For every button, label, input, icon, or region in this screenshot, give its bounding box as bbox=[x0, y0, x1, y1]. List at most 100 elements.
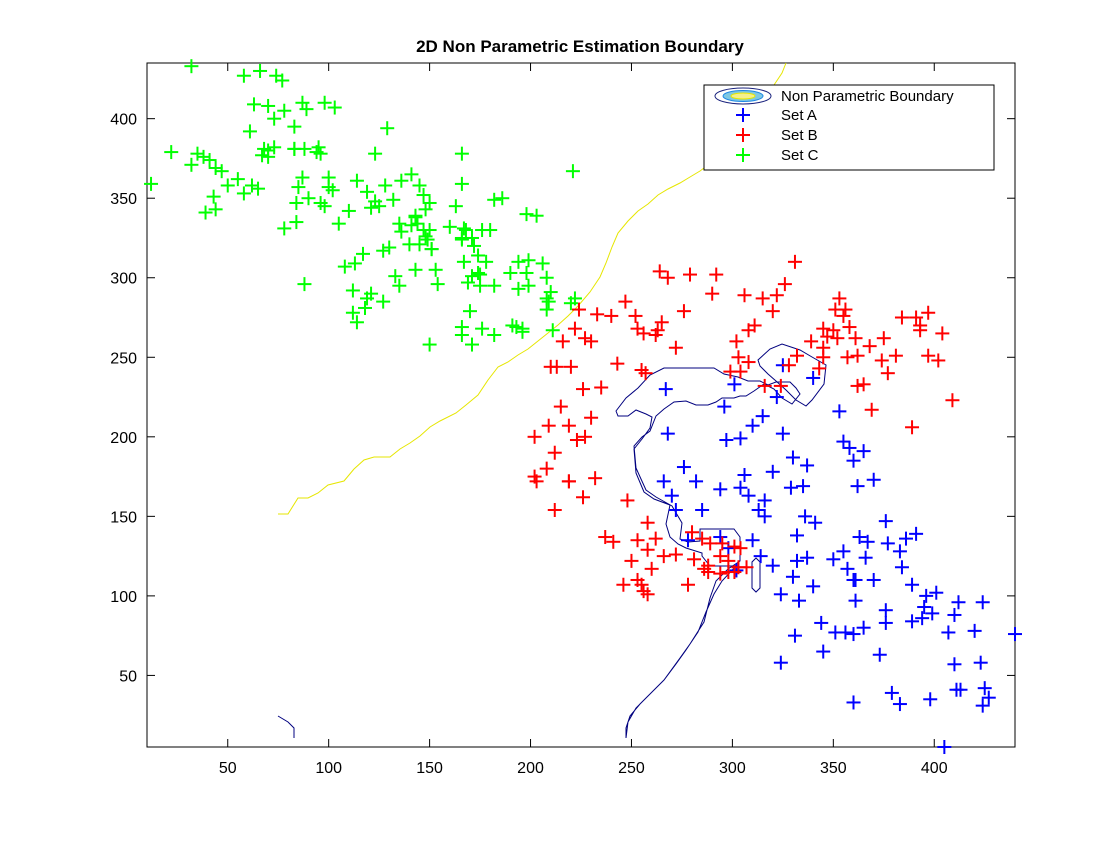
data-point bbox=[836, 434, 851, 449]
data-point bbox=[826, 552, 841, 567]
data-point bbox=[576, 382, 591, 397]
data-point bbox=[935, 326, 950, 341]
data-point bbox=[919, 588, 934, 603]
plus-marker-icon bbox=[736, 148, 750, 162]
data-point bbox=[456, 254, 471, 269]
legend-entry-boundary: Non Parametric Boundary bbox=[714, 87, 954, 105]
data-point bbox=[729, 563, 744, 578]
data-point bbox=[576, 490, 591, 505]
y-tick-label: 350 bbox=[110, 191, 137, 208]
data-point bbox=[368, 146, 383, 161]
data-point bbox=[295, 170, 310, 185]
data-point bbox=[931, 353, 946, 368]
data-point bbox=[785, 569, 800, 584]
data-point bbox=[862, 339, 877, 354]
data-point bbox=[717, 399, 732, 414]
data-point bbox=[416, 223, 431, 238]
y-tick-label: 200 bbox=[110, 430, 137, 447]
data-point bbox=[737, 288, 752, 303]
data-point bbox=[416, 188, 431, 203]
data-point bbox=[454, 320, 469, 335]
data-point bbox=[424, 242, 439, 257]
data-point bbox=[527, 429, 542, 444]
data-point bbox=[571, 302, 586, 317]
data-point bbox=[787, 254, 802, 269]
data-point bbox=[953, 682, 968, 697]
data-point bbox=[981, 690, 996, 705]
data-point bbox=[394, 224, 409, 239]
data-point bbox=[892, 697, 907, 712]
x-axis: 50 100 150 200 250 300 350 400 bbox=[219, 63, 948, 777]
data-point bbox=[487, 328, 502, 343]
data-point bbox=[816, 644, 831, 659]
data-point bbox=[765, 304, 780, 319]
chart-title: 2D Non Parametric Estimation Boundary bbox=[416, 37, 744, 56]
data-point bbox=[184, 157, 199, 172]
data-point bbox=[775, 426, 790, 441]
data-point bbox=[539, 270, 554, 285]
data-point bbox=[705, 286, 720, 301]
data-point bbox=[360, 184, 375, 199]
data-point bbox=[660, 270, 675, 285]
data-point bbox=[567, 291, 582, 306]
data-point bbox=[917, 600, 932, 615]
data-point bbox=[652, 264, 667, 279]
data-point bbox=[420, 232, 435, 247]
data-point bbox=[584, 410, 599, 425]
data-point bbox=[923, 692, 938, 707]
y-axis: 50 100 150 200 250 300 350 400 bbox=[110, 112, 1015, 685]
data-point bbox=[709, 267, 724, 282]
data-point bbox=[654, 315, 669, 330]
x-tick-label: 100 bbox=[315, 760, 342, 777]
data-point bbox=[723, 364, 738, 379]
data-point bbox=[539, 302, 554, 317]
data-point bbox=[349, 315, 364, 330]
data-point bbox=[796, 479, 811, 494]
data-point bbox=[495, 191, 510, 206]
data-point bbox=[848, 593, 863, 608]
data-point bbox=[828, 625, 843, 640]
data-point bbox=[190, 146, 205, 161]
data-point bbox=[487, 192, 502, 207]
data-point bbox=[640, 587, 655, 602]
data-point bbox=[808, 515, 823, 530]
data-point bbox=[866, 572, 881, 587]
plus-marker-icon bbox=[736, 108, 750, 122]
data-point bbox=[196, 149, 211, 164]
data-point bbox=[620, 493, 635, 508]
data-point bbox=[376, 294, 391, 309]
data-point bbox=[858, 550, 873, 565]
data-point bbox=[783, 480, 798, 495]
data-point bbox=[565, 164, 580, 179]
axes-frame bbox=[146, 62, 1016, 748]
data-point bbox=[894, 310, 909, 325]
data-point bbox=[864, 402, 879, 417]
data-point bbox=[836, 544, 851, 559]
data-point bbox=[541, 294, 556, 309]
data-point bbox=[880, 536, 895, 551]
data-point bbox=[184, 59, 199, 74]
data-point bbox=[820, 329, 835, 344]
data-point bbox=[697, 561, 712, 576]
data-point bbox=[941, 625, 956, 640]
data-point bbox=[410, 216, 425, 231]
data-point bbox=[888, 348, 903, 363]
data-point bbox=[727, 539, 742, 554]
data-point bbox=[792, 593, 807, 608]
data-point bbox=[460, 275, 475, 290]
legend-label-set-c: Set C bbox=[781, 147, 819, 164]
x-tick-label: 350 bbox=[820, 760, 847, 777]
data-point bbox=[789, 528, 804, 543]
data-point bbox=[860, 534, 875, 549]
data-point bbox=[454, 176, 469, 191]
data-point bbox=[668, 547, 683, 562]
data-point bbox=[515, 321, 530, 336]
data-point bbox=[846, 627, 861, 642]
data-point bbox=[640, 542, 655, 557]
data-point bbox=[866, 472, 881, 487]
data-point bbox=[208, 202, 223, 217]
data-point bbox=[442, 219, 457, 234]
data-point bbox=[214, 164, 229, 179]
data-point bbox=[236, 68, 251, 83]
